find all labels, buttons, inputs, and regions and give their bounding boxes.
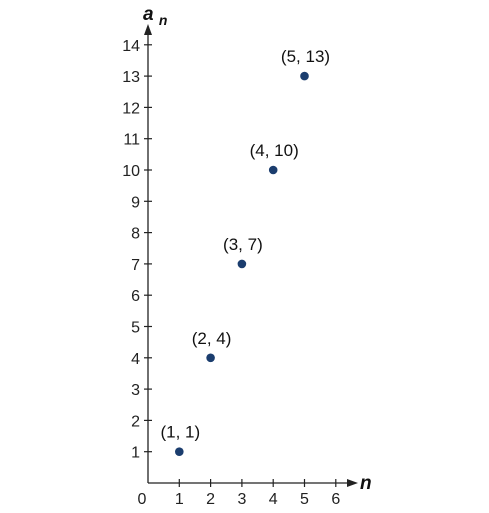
data-points [175, 71, 309, 457]
data-point [268, 165, 278, 175]
y-tick-label: 6 [131, 288, 140, 305]
data-point [237, 259, 247, 269]
y-axis-title-base: a [143, 4, 154, 25]
y-tick-label: 12 [122, 100, 140, 117]
x-tick-label: 3 [237, 491, 246, 508]
y-tick-label: 2 [131, 413, 140, 430]
y-axis-title-subscript: n [159, 12, 168, 28]
y-tick-label: 5 [131, 320, 140, 337]
data-point-label: (4, 10) [250, 141, 299, 160]
y-tick-label: 13 [122, 69, 140, 86]
data-point-label: (3, 7) [223, 235, 263, 254]
y-tick-label: 9 [131, 194, 140, 211]
y-tick-label: 1 [131, 445, 140, 462]
x-ticks: 1 2 3 4 5 6 [175, 479, 340, 508]
x-tick-label: 6 [331, 491, 340, 508]
y-tick-label: 3 [131, 382, 140, 399]
x-axis-arrow [347, 479, 358, 487]
data-point-label: (1, 1) [160, 423, 200, 442]
x-tick-label: 5 [300, 491, 309, 508]
data-point [206, 353, 215, 363]
data-point [300, 71, 309, 81]
x-tick-label: 2 [206, 491, 215, 508]
y-tick-label: 14 [122, 38, 140, 55]
y-tick-label: 7 [131, 257, 140, 274]
origin-label: 0 [138, 491, 147, 508]
y-axis-title: a n [143, 4, 167, 28]
data-point-label: (5, 13) [281, 47, 330, 66]
x-axis-title: n [360, 473, 372, 494]
data-point-label: (2, 4) [192, 329, 232, 348]
y-tick-label: 11 [123, 132, 140, 149]
axes [144, 24, 358, 487]
x-tick-label: 4 [269, 491, 278, 508]
y-tick-label: 10 [122, 163, 140, 180]
data-point-labels: (1, 1) (2, 4) (3, 7) (4, 10) (5, 13) [160, 47, 330, 442]
y-tick-label: 4 [131, 351, 140, 368]
y-axis-arrow [144, 24, 152, 35]
x-tick-label: 1 [175, 491, 184, 508]
data-point [175, 447, 184, 457]
y-tick-label: 8 [131, 226, 140, 243]
